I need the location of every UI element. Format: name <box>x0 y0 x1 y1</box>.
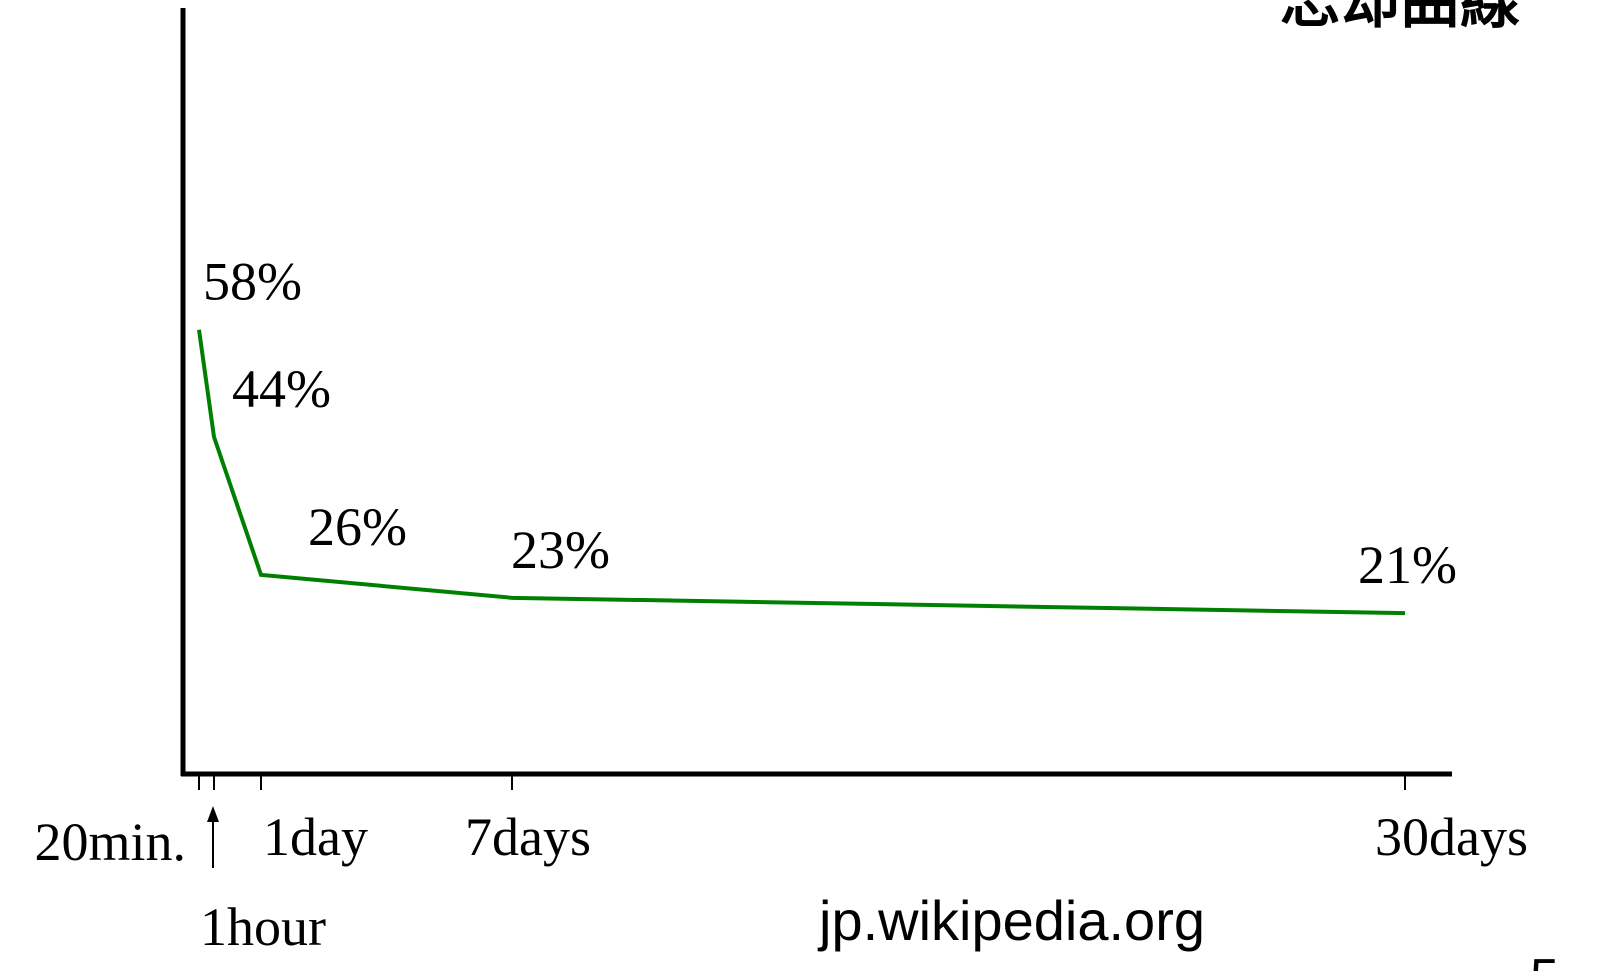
x-tick-label: 7days <box>465 807 591 867</box>
source: jp.wikipedia.org <box>817 889 1205 952</box>
data-label: 58% <box>203 252 302 312</box>
line <box>197 329 1406 616</box>
data-label: 21% <box>1358 535 1457 595</box>
data-label: 23% <box>511 520 610 580</box>
page-number: 5 <box>1530 949 1559 971</box>
chart-title: 忘却曲線 <box>1280 0 1520 35</box>
x-tick-label: 30days <box>1375 807 1528 867</box>
x-tick-label: 1hour <box>200 897 326 957</box>
x-tick-label: 20min. <box>34 812 186 872</box>
data-label: 44% <box>232 359 331 419</box>
arrow <box>207 806 219 868</box>
data-label: 26% <box>308 497 407 557</box>
x-tick-label: 1day <box>263 807 368 867</box>
